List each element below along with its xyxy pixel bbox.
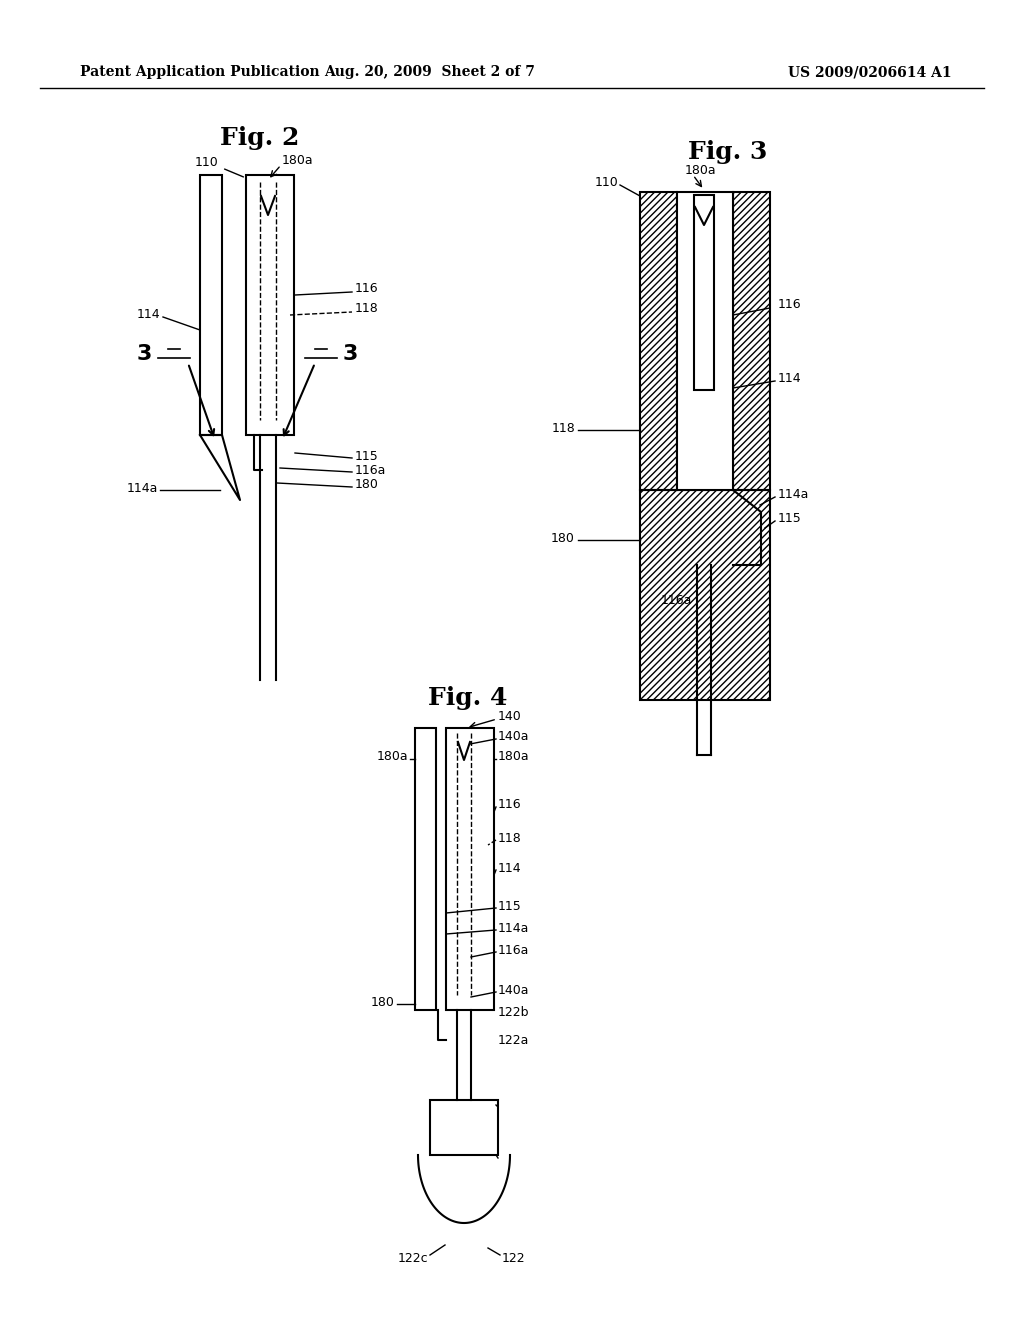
Text: 3: 3 xyxy=(136,345,152,364)
Text: 180: 180 xyxy=(551,532,575,544)
Text: 122: 122 xyxy=(502,1251,525,1265)
Text: 122c: 122c xyxy=(397,1251,428,1265)
Text: 180a: 180a xyxy=(685,164,717,177)
Text: 114: 114 xyxy=(778,371,802,384)
Text: 114: 114 xyxy=(136,309,160,322)
Text: 122b: 122b xyxy=(498,1006,529,1019)
Text: 116a: 116a xyxy=(355,463,386,477)
Text: 116: 116 xyxy=(778,298,802,312)
Polygon shape xyxy=(446,729,494,1010)
Text: 116a: 116a xyxy=(498,944,529,957)
Text: Fig. 2: Fig. 2 xyxy=(220,125,300,150)
Text: 122a: 122a xyxy=(498,1034,529,1047)
Text: 118: 118 xyxy=(498,832,522,845)
Text: Fig. 3: Fig. 3 xyxy=(688,140,768,164)
Polygon shape xyxy=(200,176,222,436)
Polygon shape xyxy=(430,1100,498,1155)
Text: 116a: 116a xyxy=(660,594,691,606)
Text: 180: 180 xyxy=(355,479,379,491)
Text: US 2009/0206614 A1: US 2009/0206614 A1 xyxy=(788,65,952,79)
Text: 110: 110 xyxy=(594,177,618,190)
Text: 116: 116 xyxy=(498,799,521,812)
Text: 115: 115 xyxy=(778,511,802,524)
Text: 180a: 180a xyxy=(498,751,529,763)
Text: 115: 115 xyxy=(498,899,522,912)
Text: 118: 118 xyxy=(551,421,575,434)
Text: 140a: 140a xyxy=(498,730,529,743)
Text: 3: 3 xyxy=(343,345,358,364)
Polygon shape xyxy=(246,176,294,436)
Text: 116: 116 xyxy=(355,281,379,294)
Polygon shape xyxy=(415,729,436,1010)
Text: Patent Application Publication: Patent Application Publication xyxy=(80,65,319,79)
Polygon shape xyxy=(677,191,733,490)
Text: 114a: 114a xyxy=(498,921,529,935)
Text: 114: 114 xyxy=(498,862,521,874)
Text: 180a: 180a xyxy=(282,153,313,166)
Text: 115: 115 xyxy=(355,450,379,462)
Text: Fig. 4: Fig. 4 xyxy=(428,686,508,710)
Polygon shape xyxy=(694,195,714,389)
Text: Aug. 20, 2009  Sheet 2 of 7: Aug. 20, 2009 Sheet 2 of 7 xyxy=(325,65,536,79)
Text: 110: 110 xyxy=(195,157,218,169)
Text: 114a: 114a xyxy=(778,487,809,500)
Text: 180: 180 xyxy=(371,995,395,1008)
Text: 140a: 140a xyxy=(498,983,529,997)
Text: 118: 118 xyxy=(355,301,379,314)
Text: 180a: 180a xyxy=(377,751,408,763)
Text: 140: 140 xyxy=(498,710,522,722)
Text: 114a: 114a xyxy=(127,482,158,495)
